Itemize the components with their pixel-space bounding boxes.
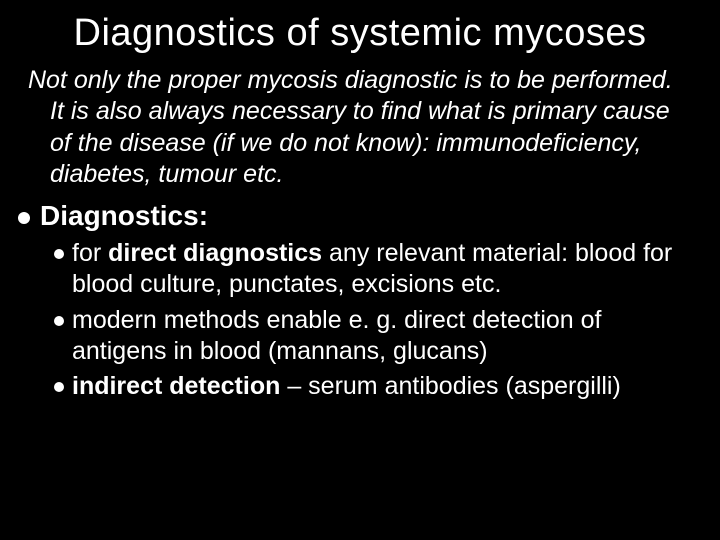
bullet-dot-icon [54,382,64,392]
bullet-dot-icon [54,316,64,326]
bullet-l1-text: Diagnostics: [40,200,208,232]
slide: Diagnostics of systemic mycoses Not only… [0,0,720,540]
intro-paragraph: Not only the proper mycosis diagnostic i… [22,63,720,194]
bullet-l2-text: modern methods enable e. g. direct detec… [72,305,700,368]
bullet-dot-icon [18,212,30,224]
bullet-dot-icon [54,249,64,259]
bullet-level2: indirect detection – serum antibodies (a… [0,369,720,404]
slide-title: Diagnostics of systemic mycoses [0,0,720,63]
bullet-level2: for direct diagnostics any relevant mate… [0,236,720,303]
bullet-l2-text: for direct diagnostics any relevant mate… [72,238,700,301]
bullet-level1: Diagnostics: [0,194,720,236]
bullet-level2: modern methods enable e. g. direct detec… [0,303,720,370]
bullet-l2-text: indirect detection – serum antibodies (a… [72,371,700,402]
